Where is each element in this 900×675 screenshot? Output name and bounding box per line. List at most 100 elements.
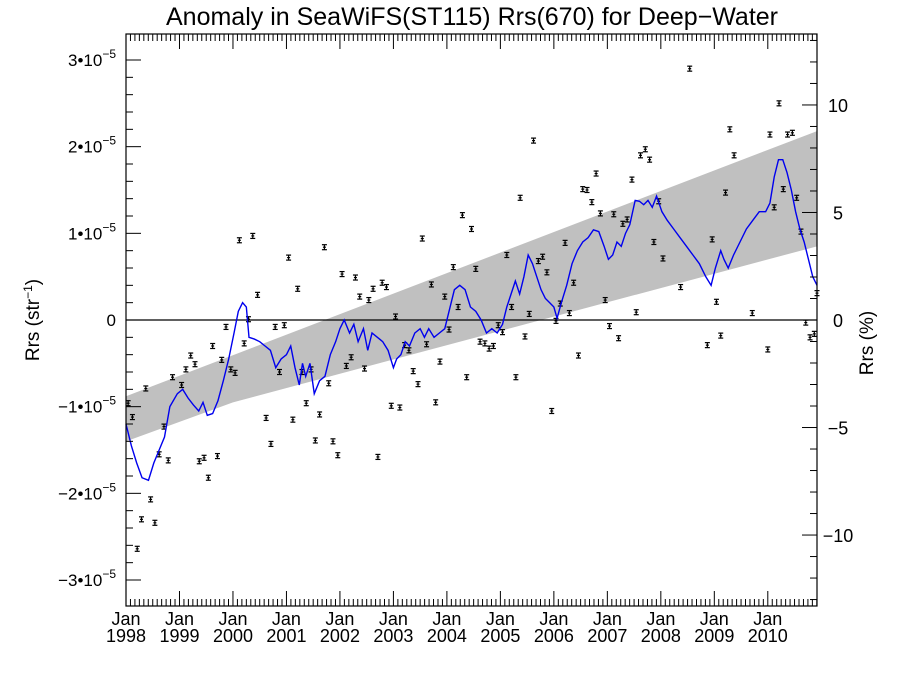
data-point xyxy=(210,342,216,350)
data-point xyxy=(362,365,368,372)
data-point xyxy=(170,374,176,381)
data-point xyxy=(241,340,247,347)
data-point xyxy=(379,279,385,286)
data-point xyxy=(727,126,733,133)
data-point xyxy=(544,269,550,276)
y-left-axis-title: Rrs (str−1) xyxy=(21,279,44,361)
data-point xyxy=(228,366,234,373)
data-point xyxy=(357,293,363,300)
data-point xyxy=(767,131,773,138)
x-tick-label-month: Jan xyxy=(593,609,622,629)
data-point xyxy=(575,352,581,359)
data-point xyxy=(450,264,456,271)
data-point xyxy=(589,199,595,206)
data-point xyxy=(606,322,612,330)
x-tick-label-year: 2003 xyxy=(373,626,413,646)
y-left-tick-label: −1•10−5 xyxy=(58,394,116,417)
data-point xyxy=(268,440,274,448)
data-point xyxy=(290,416,296,423)
x-tick-label-year: 2007 xyxy=(587,626,627,646)
y-left-tick-label: 0 xyxy=(107,311,116,330)
y-left-tick-label: 1•10−5 xyxy=(68,220,116,243)
data-point xyxy=(348,354,354,361)
data-point xyxy=(352,274,358,281)
data-point xyxy=(718,332,724,339)
data-point xyxy=(526,310,532,318)
plot-area xyxy=(125,65,820,552)
data-point xyxy=(687,65,693,72)
x-tick-label-month: Jan xyxy=(325,609,354,629)
data-point xyxy=(704,342,710,349)
x-tick-label-year: 2008 xyxy=(641,626,681,646)
data-point xyxy=(535,257,541,265)
x-tick-label-year: 2006 xyxy=(534,626,574,646)
data-point xyxy=(188,352,194,359)
data-point xyxy=(713,298,719,305)
data-point xyxy=(731,152,737,159)
data-points xyxy=(125,65,820,552)
data-point xyxy=(192,361,198,368)
data-point xyxy=(321,244,327,251)
data-point xyxy=(723,189,729,196)
data-point xyxy=(611,211,617,218)
y-right-tick-label: −10 xyxy=(823,526,854,546)
data-point xyxy=(295,285,301,292)
data-point xyxy=(312,437,318,444)
data-point xyxy=(616,335,622,342)
data-point xyxy=(383,283,389,291)
data-point xyxy=(513,374,519,381)
x-tick-label-month: Jan xyxy=(111,609,140,629)
data-point xyxy=(647,156,653,163)
y-right-tick-label: 5 xyxy=(833,203,843,223)
data-point xyxy=(629,176,635,183)
data-point xyxy=(624,216,630,223)
data-point xyxy=(406,347,412,354)
data-point xyxy=(517,194,523,201)
data-point xyxy=(433,399,439,406)
data-point xyxy=(437,358,443,365)
data-point xyxy=(375,453,381,461)
data-point xyxy=(464,374,470,381)
data-point xyxy=(811,330,817,337)
data-point xyxy=(196,458,202,465)
data-point xyxy=(540,253,546,260)
data-point xyxy=(339,270,345,278)
x-axis-labels: Jan1998Jan1999Jan2000Jan2001Jan2002Jan20… xyxy=(106,609,788,646)
data-point xyxy=(678,283,684,291)
data-point xyxy=(486,345,492,352)
x-tick-label-year: 2005 xyxy=(480,626,520,646)
data-point xyxy=(638,152,644,159)
data-point xyxy=(201,454,207,461)
data-point xyxy=(771,204,777,211)
data-point xyxy=(415,381,421,388)
data-point xyxy=(549,407,555,415)
x-tick-label-month: Jan xyxy=(379,609,408,629)
data-point xyxy=(785,131,791,138)
data-point xyxy=(143,385,149,392)
smoothed-series-line xyxy=(125,158,818,482)
data-point xyxy=(397,404,403,411)
data-point xyxy=(250,232,256,240)
data-point xyxy=(419,235,425,242)
data-point xyxy=(482,340,488,347)
data-point xyxy=(580,186,586,193)
y-left-axis-labels: 3•10−5 2•10−5 1•10−5 0 −1•10−5 −2•10−5 −3•10−5 xyxy=(58,47,116,590)
data-point xyxy=(455,303,461,311)
data-point xyxy=(134,545,140,552)
data-point xyxy=(179,381,185,389)
confidence-band xyxy=(126,131,817,442)
data-point xyxy=(593,170,599,177)
data-point xyxy=(303,400,309,407)
x-tick-label-month: Jan xyxy=(646,609,675,629)
data-point xyxy=(651,238,657,246)
data-point xyxy=(553,317,559,324)
data-point xyxy=(789,129,795,136)
x-tick-label-year: 1998 xyxy=(106,626,146,646)
data-point xyxy=(366,296,372,304)
x-tick-label-month: Jan xyxy=(753,609,782,629)
data-point xyxy=(500,329,506,336)
data-point xyxy=(504,251,510,259)
data-point xyxy=(263,414,269,422)
y-left-tick-label: 3•10−5 xyxy=(68,47,116,70)
